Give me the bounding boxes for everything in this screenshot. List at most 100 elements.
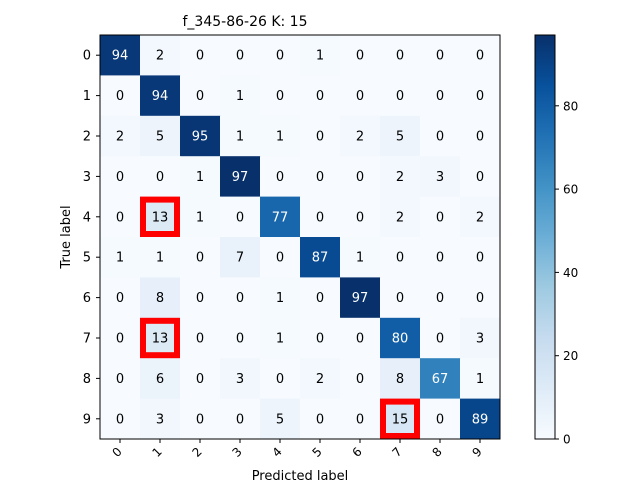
cell-value-label: 94	[112, 49, 129, 64]
x-tick-label: 0	[110, 445, 125, 460]
cell-value-label: 2	[476, 210, 484, 225]
y-tick-label: 4	[83, 210, 91, 225]
cell-value-label: 0	[196, 49, 204, 64]
cell-value-label: 0	[476, 170, 484, 185]
x-axis-ticks: 0 1 2 3 4 5 6 7 8 9	[110, 439, 485, 460]
cell-value-label: 5	[156, 130, 164, 145]
heatmap-cell	[340, 317, 381, 359]
y-tick-label: 3	[83, 170, 91, 185]
cell-value-label: 0	[116, 372, 124, 387]
x-tick-label: 1	[150, 445, 165, 460]
heatmap-cell	[260, 115, 301, 157]
heatmap-cell	[260, 398, 301, 440]
cell-value-label: 0	[356, 332, 364, 347]
heatmap-cell	[260, 35, 301, 76]
cell-value-label: 0	[316, 210, 324, 225]
cell-value-label: 0	[236, 412, 244, 427]
cell-value-label: 0	[356, 372, 364, 387]
cell-value-label: 0	[476, 291, 484, 306]
cell-value-label: 1	[236, 89, 244, 104]
heatmap-cell	[300, 358, 341, 400]
cell-value-label: 0	[116, 170, 124, 185]
colorbar-tick-label: 60	[563, 183, 578, 197]
y-axis-label: True label	[59, 205, 74, 269]
cell-value-label: 0	[436, 89, 444, 104]
heatmap-cell	[140, 196, 181, 238]
highlight-boxes	[140, 196, 420, 440]
cell-value-label: 0	[476, 251, 484, 266]
heatmap-cell	[140, 75, 181, 117]
cell-value-label: 2	[116, 130, 124, 145]
cell-value-label: 1	[316, 49, 324, 64]
heatmap-cell	[380, 35, 421, 76]
cell-value-label: 0	[116, 89, 124, 104]
chart-title: f_345-86-26 K: 15	[183, 14, 308, 30]
x-tick-label: 7	[390, 445, 405, 460]
heatmap-cell	[180, 156, 221, 198]
cell-value-label: 2	[156, 49, 164, 64]
colorbar-tick-label: 40	[563, 266, 578, 280]
heatmap-cell	[140, 237, 181, 278]
cell-value-label: 15	[392, 412, 409, 427]
heatmap-cell	[300, 196, 341, 238]
heatmap-cell	[140, 358, 181, 400]
heatmap-cell	[220, 75, 261, 117]
heatmap-cell	[140, 156, 181, 198]
cell-value-label: 2	[356, 130, 364, 145]
heatmap-cell	[100, 398, 141, 440]
cell-value-label: 1	[196, 210, 204, 225]
cell-value-label: 0	[436, 332, 444, 347]
colorbar	[534, 34, 556, 440]
cell-value-label: 0	[276, 89, 284, 104]
heatmap-cell	[340, 35, 381, 76]
heatmap-cell	[180, 398, 221, 440]
colorbar-tick-label: 80	[563, 99, 578, 113]
cell-value-label: 1	[356, 251, 364, 266]
cell-value-label: 0	[436, 291, 444, 306]
heatmap-cell	[340, 358, 381, 400]
y-tick-label: 1	[83, 89, 91, 104]
heatmap-cell	[180, 196, 221, 238]
heatmap-cell	[340, 277, 381, 319]
cell-value-label: 0	[196, 89, 204, 104]
cell-value-label: 0	[316, 291, 324, 306]
heatmap-cell	[420, 358, 461, 400]
heatmap-value-labels: 94 2 0 0 0 1 0 0 0 0 0 94 0 1 0 0 0 0 0 0 2 5 95 1 1 0 2 5 0 0 0 0 1 97 0 0…	[112, 49, 489, 428]
cell-value-label: 0	[116, 412, 124, 427]
cell-value-label: 0	[436, 210, 444, 225]
cell-value-label: 3	[236, 372, 244, 387]
cell-value-label: 1	[276, 332, 284, 347]
heatmap-cell	[140, 398, 181, 440]
cell-value-label: 6	[156, 372, 164, 387]
heatmap-cell	[300, 277, 341, 319]
cell-value-label: 97	[352, 291, 369, 306]
heatmap-cell	[180, 115, 221, 157]
heatmap-cell	[100, 115, 141, 157]
heatmap-cells	[100, 35, 501, 440]
heatmap-cell	[380, 358, 421, 400]
cell-value-label: 0	[396, 251, 404, 266]
cell-value-label: 1	[196, 170, 204, 185]
cell-value-label: 5	[276, 412, 284, 427]
cell-value-label: 0	[276, 49, 284, 64]
y-tick-label: 7	[83, 332, 91, 347]
x-tick-label: 4	[270, 445, 285, 460]
heatmap-cell	[460, 115, 501, 157]
cell-value-label: 0	[196, 251, 204, 266]
cell-value-label: 0	[196, 332, 204, 347]
y-axis-ticks: 0 1 2 3 4 5 6 7 8 9	[83, 49, 100, 427]
cell-value-label: 13	[152, 210, 169, 225]
cell-value-label: 0	[396, 49, 404, 64]
x-tick-label: 2	[190, 445, 205, 460]
cell-value-label: 95	[192, 130, 209, 145]
cell-value-label: 0	[316, 130, 324, 145]
cell-value-label: 0	[436, 49, 444, 64]
colorbar-ticks: 0 20 40 60 80	[555, 99, 578, 447]
heatmap-cell	[420, 317, 461, 359]
heatmap-cell	[420, 398, 461, 440]
heatmap-cell	[220, 317, 261, 359]
cell-value-label: 0	[316, 332, 324, 347]
heatmap-cell	[460, 398, 501, 440]
heatmap-cell	[260, 317, 301, 359]
heatmap-cell	[180, 35, 221, 76]
